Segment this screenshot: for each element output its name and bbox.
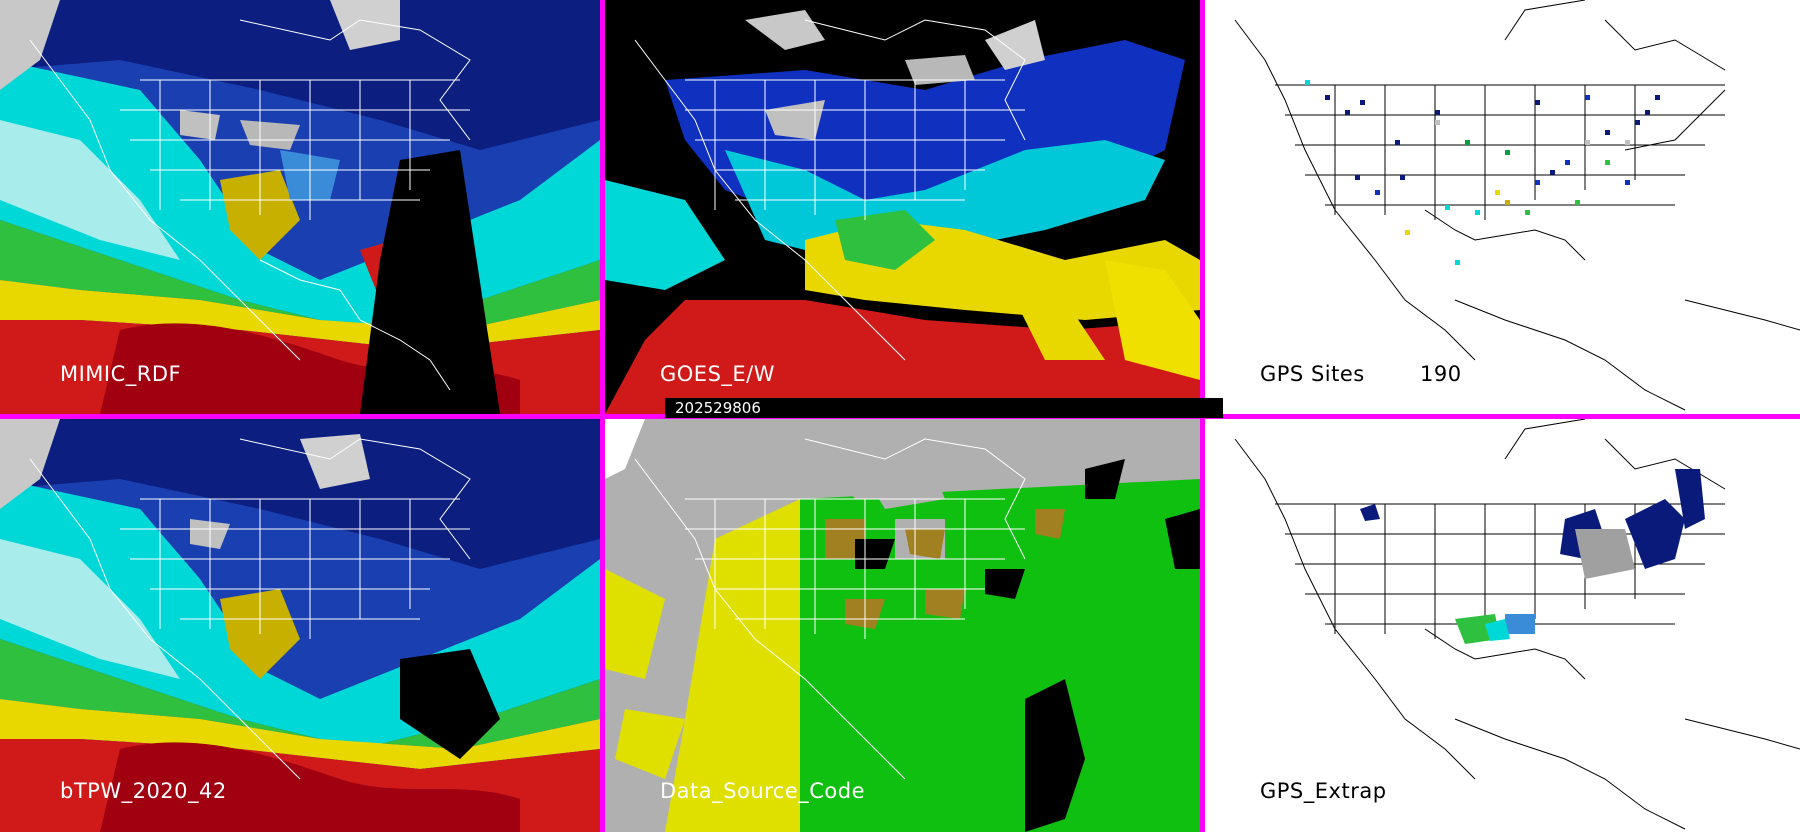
goes-ew-label: GOES_E/W [660,362,776,386]
mimic-rdf-label: MIMIC_RDF [60,362,182,386]
data-source-code-label: Data_Source_Code [660,779,866,803]
gps-sites-map [1205,0,1800,414]
data-source-code-map [605,419,1200,832]
mimic-rdf-panel: MIMIC_RDF [0,0,600,414]
btpw-panel: bTPW_2020_42 [0,419,600,832]
data-source-code-panel: Data_Source_Code [605,419,1200,832]
goes-ew-panel: GOES_E/W [605,0,1200,414]
gps-sites-panel: GPS Sites 190 [1205,0,1800,414]
gps-sites-count: 190 [1420,362,1462,386]
gps-sites-label: GPS Sites [1260,362,1365,386]
gps-site-markers [1305,80,1660,265]
btpw-map [0,419,600,832]
goes-ew-map [605,0,1200,414]
gps-extrap-label: GPS_Extrap [1260,779,1387,803]
mimic-rdf-map [0,0,600,414]
gps-extrap-panel: GPS_Extrap [1205,419,1800,832]
timestamp-bar: 202529806 [665,398,1223,418]
btpw-label: bTPW_2020_42 [60,779,227,803]
gps-extrap-map [1205,419,1800,832]
